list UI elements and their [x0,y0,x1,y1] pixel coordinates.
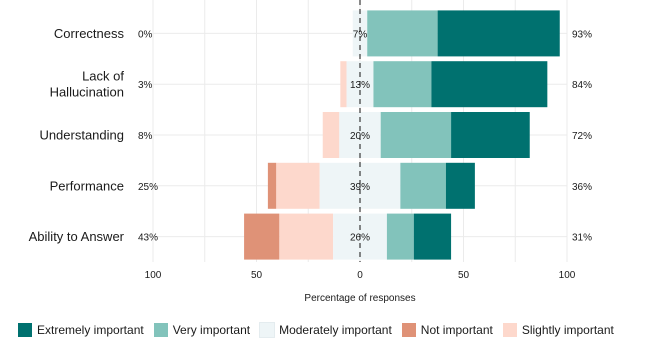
bar-segment-very-important [373,61,432,108]
legend-item-very-important: Very important [153,322,251,337]
bar-segment-extremely-important [431,61,548,108]
category-label: Lack of Hallucination [50,69,125,100]
bar-segment-very-important [380,112,452,158]
legend-swatch [153,322,168,337]
category-label: Performance [50,178,124,193]
category-label: Ability to Answer [29,229,125,244]
left-percent-label: 8% [138,131,153,142]
left-percent-label: 0% [138,29,153,40]
legend-label: Not important [420,322,493,337]
bar-segment-very-important [400,162,446,209]
bar-segment-moderately-important [352,10,368,57]
category-label: Correctness [54,26,125,41]
bar-segment-very-important [367,10,438,57]
bar-segment-slightly-important [340,61,347,108]
bar-segment-very-important [386,213,414,260]
legend-item-slightly-important: Slightly important [502,322,614,337]
x-tick-label: 50 [251,270,263,281]
bar-segment-extremely-important [437,10,560,57]
right-percent-label: 93% [572,29,592,40]
bar-segment-extremely-important [413,213,452,260]
right-percent-label: 72% [572,131,592,142]
legend-swatch [259,321,276,338]
bar-segment-slightly-important [322,112,340,158]
bar-segment-slightly-important [279,213,334,260]
left-percent-label: 43% [138,233,158,244]
legend: Extremely important Very important Moderat… [0,320,662,339]
center-percent-label: 26% [350,233,370,244]
x-tick-label: 50 [458,270,470,281]
legend-item-extremely-important: Extremely important [18,322,144,337]
bar-segment-not-important [244,213,280,260]
center-percent-label: 20% [350,131,370,142]
left-percent-label: 3% [138,80,153,91]
x-tick-label: 0 [357,270,363,281]
center-percent-label: 39% [350,182,370,193]
x-tick-label: 100 [145,270,162,281]
left-percent-label: 25% [138,182,158,193]
right-percent-label: 36% [572,182,592,193]
bar-segment-slightly-important [276,162,320,209]
legend-label: Moderately important [279,322,392,337]
legend-label: Slightly important [521,322,614,337]
center-percent-label: 13% [350,80,370,91]
bar-segment-extremely-important [451,112,530,158]
x-axis-title: Percentage of responses [304,293,415,304]
legend-swatch [18,322,32,337]
legend-item-not-important: Not important [401,322,493,337]
right-percent-label: 84% [572,80,592,91]
category-label: Understanding [39,128,124,143]
legend-swatch [401,322,416,337]
x-tick-label: 100 [559,270,576,281]
center-percent-label: 7% [353,29,368,40]
legend-label: Extremely important [37,322,144,337]
chart-plot: Correctness 0% 7% 93% Lack of Hallucination 3%… [29,0,592,304]
legend-item-moderately-important: Moderately important [259,321,392,338]
legend-swatch [502,322,517,337]
bar-segment-not-important [267,162,277,209]
legend-label: Very important [172,322,251,337]
bar-segment-extremely-important [445,162,475,209]
right-percent-label: 31% [572,233,592,244]
